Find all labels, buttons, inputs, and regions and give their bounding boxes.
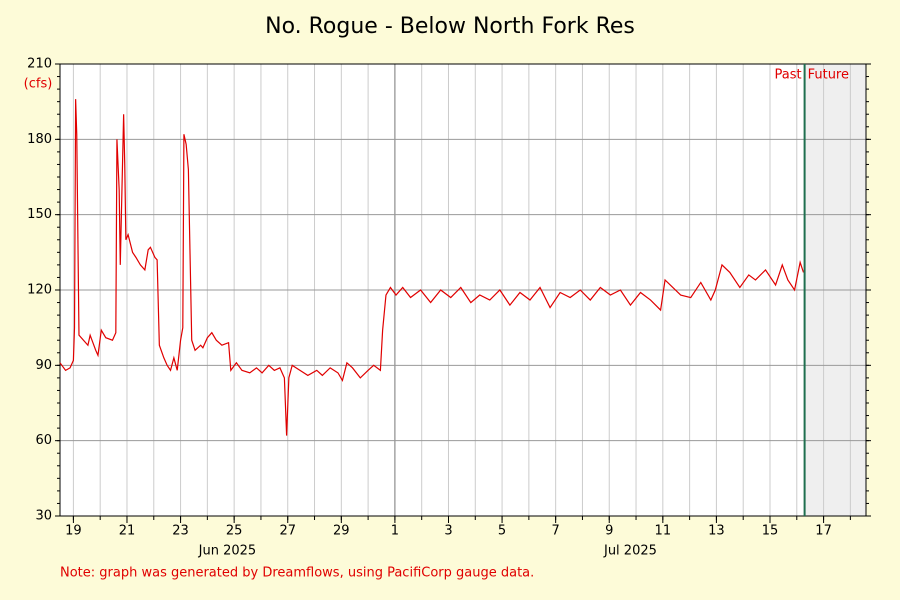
x-tick-label: 15	[762, 524, 779, 539]
x-tick-label: 5	[498, 524, 506, 539]
y-unit-label: (cfs)	[24, 77, 53, 92]
month-label: Jul 2025	[603, 544, 657, 559]
y-tick-label: 60	[35, 433, 52, 448]
y-tick-label: 180	[27, 132, 52, 147]
flow-line	[59, 99, 805, 436]
x-tick-label: 11	[655, 524, 672, 539]
x-tick-label: 17	[815, 524, 832, 539]
x-tick-label: 7	[552, 524, 560, 539]
x-tick-label: 25	[226, 524, 243, 539]
future-label: Future	[808, 68, 849, 83]
chart-title: No. Rogue - Below North Fork Res	[265, 14, 635, 39]
x-tick-label: 1	[391, 524, 399, 539]
x-tick-label: 9	[605, 524, 613, 539]
x-tick-label: 3	[444, 524, 452, 539]
x-tick-label: 23	[172, 524, 189, 539]
x-tick-label: 21	[119, 524, 136, 539]
y-tick-label: 150	[27, 207, 52, 222]
past-label: Past	[775, 68, 802, 83]
y-tick-label: 90	[35, 358, 52, 373]
note: Note: graph was generated by Dreamflows,…	[60, 566, 534, 581]
x-tick-label: 19	[65, 524, 82, 539]
x-tick-label: 27	[279, 524, 296, 539]
x-tick-label: 29	[333, 524, 350, 539]
y-tick-label: 30	[35, 509, 52, 524]
y-tick-label: 210	[27, 57, 52, 72]
x-tick-label: 13	[708, 524, 725, 539]
plot-frame	[59, 63, 867, 517]
month-label: Jun 2025	[198, 544, 257, 559]
y-tick-label: 120	[27, 283, 52, 298]
